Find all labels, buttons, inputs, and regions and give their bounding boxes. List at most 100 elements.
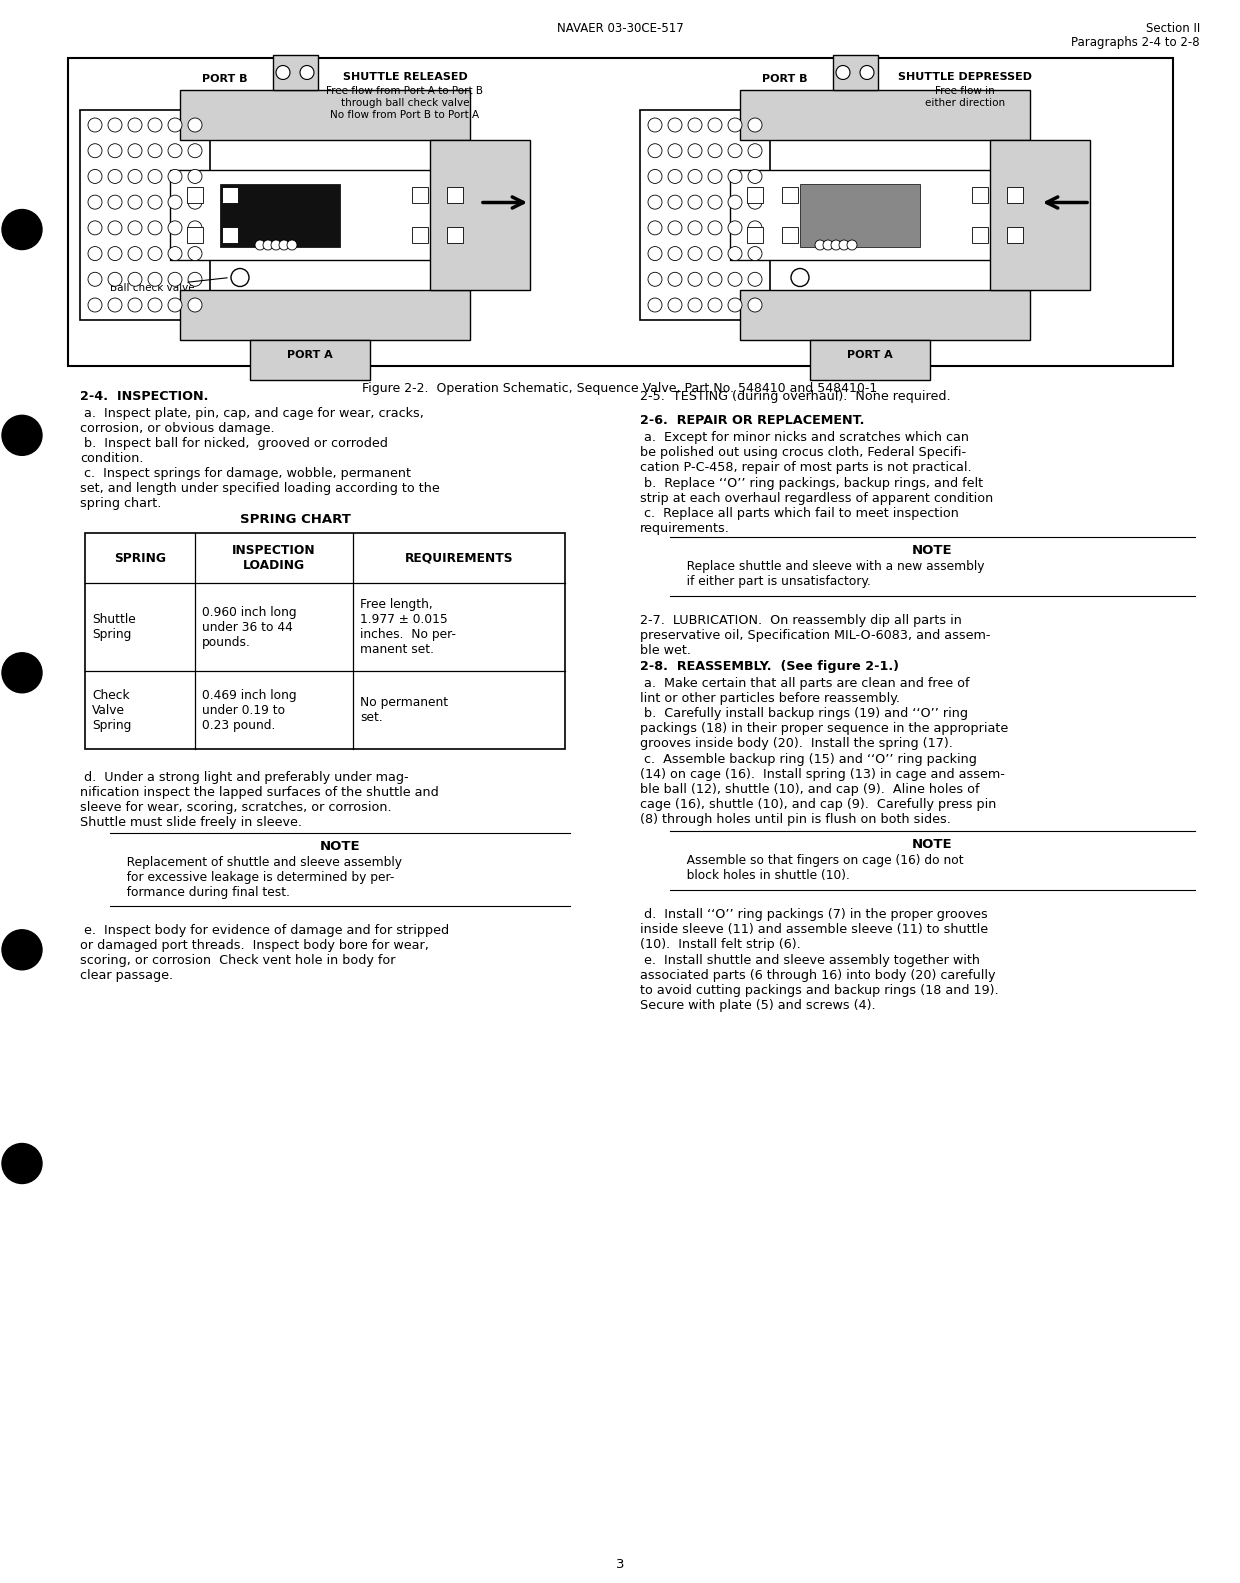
Circle shape (748, 119, 763, 131)
Circle shape (728, 247, 742, 261)
Circle shape (148, 298, 162, 312)
Circle shape (128, 169, 143, 184)
Circle shape (708, 298, 722, 312)
Text: SHUTTLE DEPRESSED: SHUTTLE DEPRESSED (898, 71, 1032, 82)
Bar (273, 55, 317, 90)
Circle shape (188, 169, 202, 184)
Bar (412, 226, 428, 244)
Bar (740, 290, 1030, 340)
Circle shape (708, 247, 722, 261)
Circle shape (668, 169, 682, 184)
Circle shape (167, 144, 182, 158)
Circle shape (188, 222, 202, 234)
Text: Assemble so that fingers on cage (16) do not
   block holes in shuttle (10).: Assemble so that fingers on cage (16) do… (675, 853, 963, 882)
Text: Free length,
1.977 ± 0.015
inches.  No per-
manent set.: Free length, 1.977 ± 0.015 inches. No pe… (360, 598, 456, 655)
Circle shape (148, 195, 162, 209)
Circle shape (728, 195, 742, 209)
Circle shape (108, 169, 122, 184)
Text: Replace shuttle and sleeve with a new assembly
   if either part is unsatisfacto: Replace shuttle and sleeve with a new as… (675, 560, 985, 587)
Text: Replacement of shuttle and sleeve assembly
   for excessive leakage is determine: Replacement of shuttle and sleeve assemb… (115, 856, 402, 899)
Text: d.  Install ‘‘O’’ ring packings (7) in the proper grooves
inside sleeve (11) and: d. Install ‘‘O’’ ring packings (7) in th… (640, 909, 988, 951)
Text: REQUIREMENTS: REQUIREMENTS (404, 551, 513, 565)
Circle shape (128, 119, 143, 131)
Circle shape (108, 298, 122, 312)
Circle shape (88, 169, 102, 184)
Circle shape (167, 298, 182, 312)
Circle shape (128, 144, 143, 158)
Text: b.  Replace ‘‘O’’ ring packings, backup rings, and felt
strip at each overhaul r: b. Replace ‘‘O’’ ring packings, backup r… (640, 476, 993, 505)
Text: NAVAER 03-30CE-517: NAVAER 03-30CE-517 (557, 22, 683, 35)
Circle shape (748, 169, 763, 184)
Text: PORT A: PORT A (288, 350, 332, 359)
Circle shape (88, 144, 102, 158)
Bar (990, 139, 1090, 290)
Circle shape (668, 144, 682, 158)
Text: either direction: either direction (925, 98, 1006, 108)
Circle shape (2, 652, 42, 693)
Bar (180, 90, 470, 139)
Circle shape (2, 1143, 42, 1184)
Circle shape (188, 298, 202, 312)
Bar (170, 169, 480, 260)
Circle shape (668, 222, 682, 234)
Text: 2-8.  REASSEMBLY.  (See figure 2-1.): 2-8. REASSEMBLY. (See figure 2-1.) (640, 660, 899, 673)
Bar (730, 169, 1040, 260)
Circle shape (300, 65, 314, 79)
Text: c.  Replace all parts which fail to meet inspection
requirements.: c. Replace all parts which fail to meet … (640, 507, 959, 535)
Circle shape (108, 119, 122, 131)
Text: Check
Valve
Spring: Check Valve Spring (92, 689, 131, 731)
Text: b.  Carefully install backup rings (19) and ‘‘O’’ ring
packings (18) in their pr: b. Carefully install backup rings (19) a… (640, 708, 1008, 750)
Bar (810, 340, 930, 380)
Circle shape (108, 247, 122, 261)
Text: NOTE: NOTE (913, 545, 952, 557)
Circle shape (708, 169, 722, 184)
Text: 3: 3 (616, 1558, 624, 1570)
Circle shape (188, 195, 202, 209)
Bar (187, 226, 203, 244)
Circle shape (231, 269, 249, 287)
Circle shape (708, 272, 722, 287)
Circle shape (286, 241, 298, 250)
Bar (782, 187, 799, 203)
Text: PORT A: PORT A (847, 350, 893, 359)
Circle shape (167, 119, 182, 131)
Circle shape (748, 272, 763, 287)
Circle shape (668, 195, 682, 209)
Circle shape (188, 119, 202, 131)
Circle shape (668, 272, 682, 287)
Bar (746, 187, 763, 203)
Circle shape (148, 247, 162, 261)
Circle shape (167, 169, 182, 184)
Circle shape (728, 272, 742, 287)
Bar (1007, 226, 1023, 244)
Circle shape (708, 144, 722, 158)
Text: 2-7.  LUBRICATION.  On reassembly dip all parts in
preservative oil, Specificati: 2-7. LUBRICATION. On reassembly dip all … (640, 614, 991, 657)
Circle shape (148, 169, 162, 184)
Circle shape (108, 195, 122, 209)
Circle shape (748, 144, 763, 158)
Text: e.  Inspect body for evidence of damage and for stripped
or damaged port threads: e. Inspect body for evidence of damage a… (81, 924, 449, 981)
Bar (446, 187, 463, 203)
Text: PORT B: PORT B (763, 74, 807, 84)
Text: through ball check valve: through ball check valve (341, 98, 469, 108)
Bar (222, 187, 238, 203)
Circle shape (688, 119, 702, 131)
Circle shape (728, 298, 742, 312)
Bar (222, 226, 238, 244)
Circle shape (748, 222, 763, 234)
Circle shape (2, 209, 42, 250)
Circle shape (263, 241, 273, 250)
Text: a.  Except for minor nicks and scratches which can
be polished out using crocus : a. Except for minor nicks and scratches … (640, 431, 972, 473)
Circle shape (649, 195, 662, 209)
Text: b.  Inspect ball for nicked,  grooved or corroded
condition.: b. Inspect ball for nicked, grooved or c… (81, 437, 388, 465)
Text: No permanent
set.: No permanent set. (360, 697, 448, 723)
Text: c.  Assemble backup ring (15) and ‘‘O’’ ring packing
(14) on cage (16).  Install: c. Assemble backup ring (15) and ‘‘O’’ r… (640, 754, 1004, 826)
Circle shape (668, 298, 682, 312)
Circle shape (831, 241, 841, 250)
Text: Free flow in: Free flow in (935, 85, 994, 97)
Circle shape (688, 247, 702, 261)
Text: c.  Inspect springs for damage, wobble, permanent
set, and length under specifie: c. Inspect springs for damage, wobble, p… (81, 467, 440, 510)
Circle shape (649, 119, 662, 131)
Circle shape (847, 241, 857, 250)
Bar (972, 226, 988, 244)
